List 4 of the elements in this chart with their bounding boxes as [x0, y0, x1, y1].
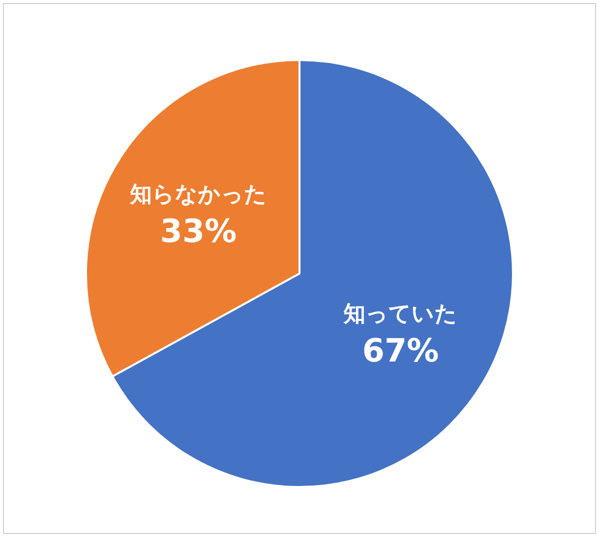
- slice-label: 知らなかった: [128, 182, 267, 208]
- slice-label: 知っていた: [342, 302, 458, 327]
- data-label: 33%: [160, 212, 237, 250]
- data-label: 67%: [362, 332, 439, 370]
